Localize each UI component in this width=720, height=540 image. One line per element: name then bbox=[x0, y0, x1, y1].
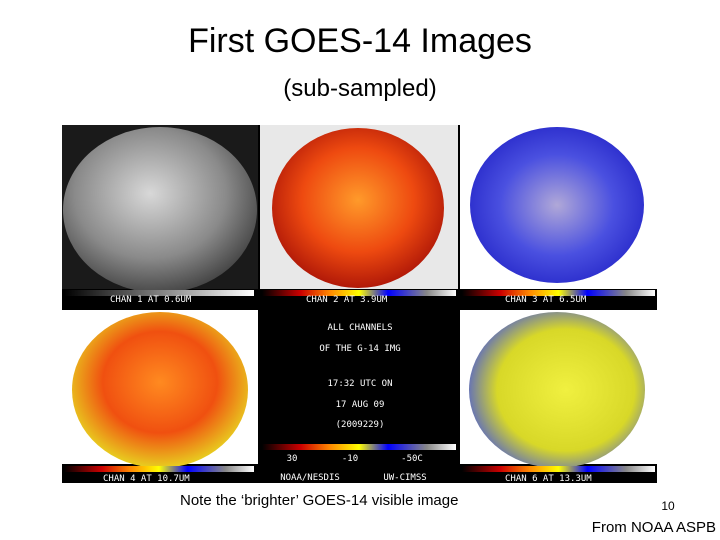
center-text: OF THE G-14 IMG bbox=[319, 344, 400, 354]
slide-title: First GOES-14 Images bbox=[188, 22, 532, 60]
globe-image bbox=[469, 312, 645, 468]
globe-image bbox=[470, 127, 644, 283]
color-bar bbox=[64, 466, 254, 472]
credit-label: NOAA/NESDIS bbox=[280, 473, 340, 483]
globe-image bbox=[63, 127, 257, 293]
center-text: (2009229) bbox=[336, 420, 385, 430]
channel-label: CHAN 2 AT 3.9UM bbox=[306, 295, 388, 305]
channel-label: CHAN 4 AT 10.7UM bbox=[103, 474, 190, 484]
center-text: 17 AUG 09 bbox=[336, 400, 385, 410]
color-bar bbox=[262, 290, 456, 296]
caption: Note the ‘brighter’ GOES-14 visible imag… bbox=[180, 492, 458, 509]
scale-label: 30 bbox=[287, 454, 298, 464]
color-bar bbox=[64, 290, 254, 296]
scale-label: -50C bbox=[401, 454, 423, 464]
color-bar bbox=[462, 290, 655, 296]
scale-label: -10 bbox=[342, 454, 358, 464]
image-mosaic: CHAN 1 AT 0.6UM CHAN 2 AT 3.9UM CHAN 3 A… bbox=[62, 125, 657, 484]
channel-label: CHAN 6 AT 13.3UM bbox=[505, 474, 592, 484]
color-bar bbox=[462, 466, 655, 472]
globe-image bbox=[72, 312, 248, 468]
channel-label: CHAN 3 AT 6.5UM bbox=[505, 295, 587, 305]
source-credit: From NOAA ASPB bbox=[592, 519, 716, 536]
color-bar bbox=[262, 444, 456, 450]
center-text: ALL CHANNELS bbox=[327, 323, 392, 333]
center-text: 17:32 UTC ON bbox=[327, 379, 392, 389]
page-number: 10 bbox=[661, 499, 675, 513]
slide-subtitle: (sub-sampled) bbox=[283, 75, 436, 102]
credit-label: UW-CIMSS bbox=[383, 473, 426, 483]
channel-label: CHAN 1 AT 0.6UM bbox=[110, 295, 192, 305]
globe-image bbox=[272, 128, 444, 288]
